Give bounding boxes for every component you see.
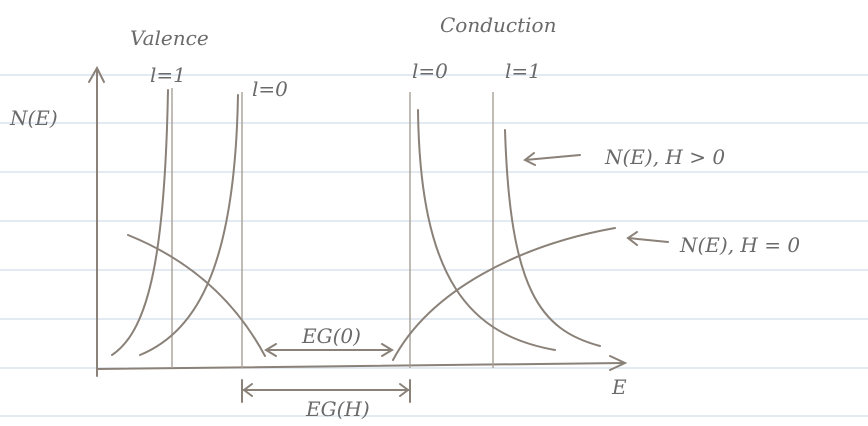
band-label: Valence xyxy=(130,26,209,50)
band-label: Conduction xyxy=(440,13,556,37)
dos-h-curves xyxy=(112,90,600,355)
level-label: l=0 xyxy=(252,77,288,101)
level-label: l=1 xyxy=(505,59,541,83)
curve-label: N(E), H = 0 xyxy=(679,233,800,257)
gap-label: EG(H) xyxy=(305,397,370,421)
x-axis-label: E xyxy=(611,375,627,399)
y-axis-label: N(E) xyxy=(9,106,58,130)
diagram: Valence Conduction l=1 l=0 l=0 l=1 N(E) … xyxy=(0,0,868,426)
dos-zero-curves xyxy=(128,228,615,360)
gap-label: EG(0) xyxy=(301,324,361,348)
gap-markers xyxy=(242,344,410,402)
level-label: l=0 xyxy=(412,59,448,83)
level-label: l=1 xyxy=(150,63,186,87)
curve-label: N(E), H > 0 xyxy=(604,145,725,169)
